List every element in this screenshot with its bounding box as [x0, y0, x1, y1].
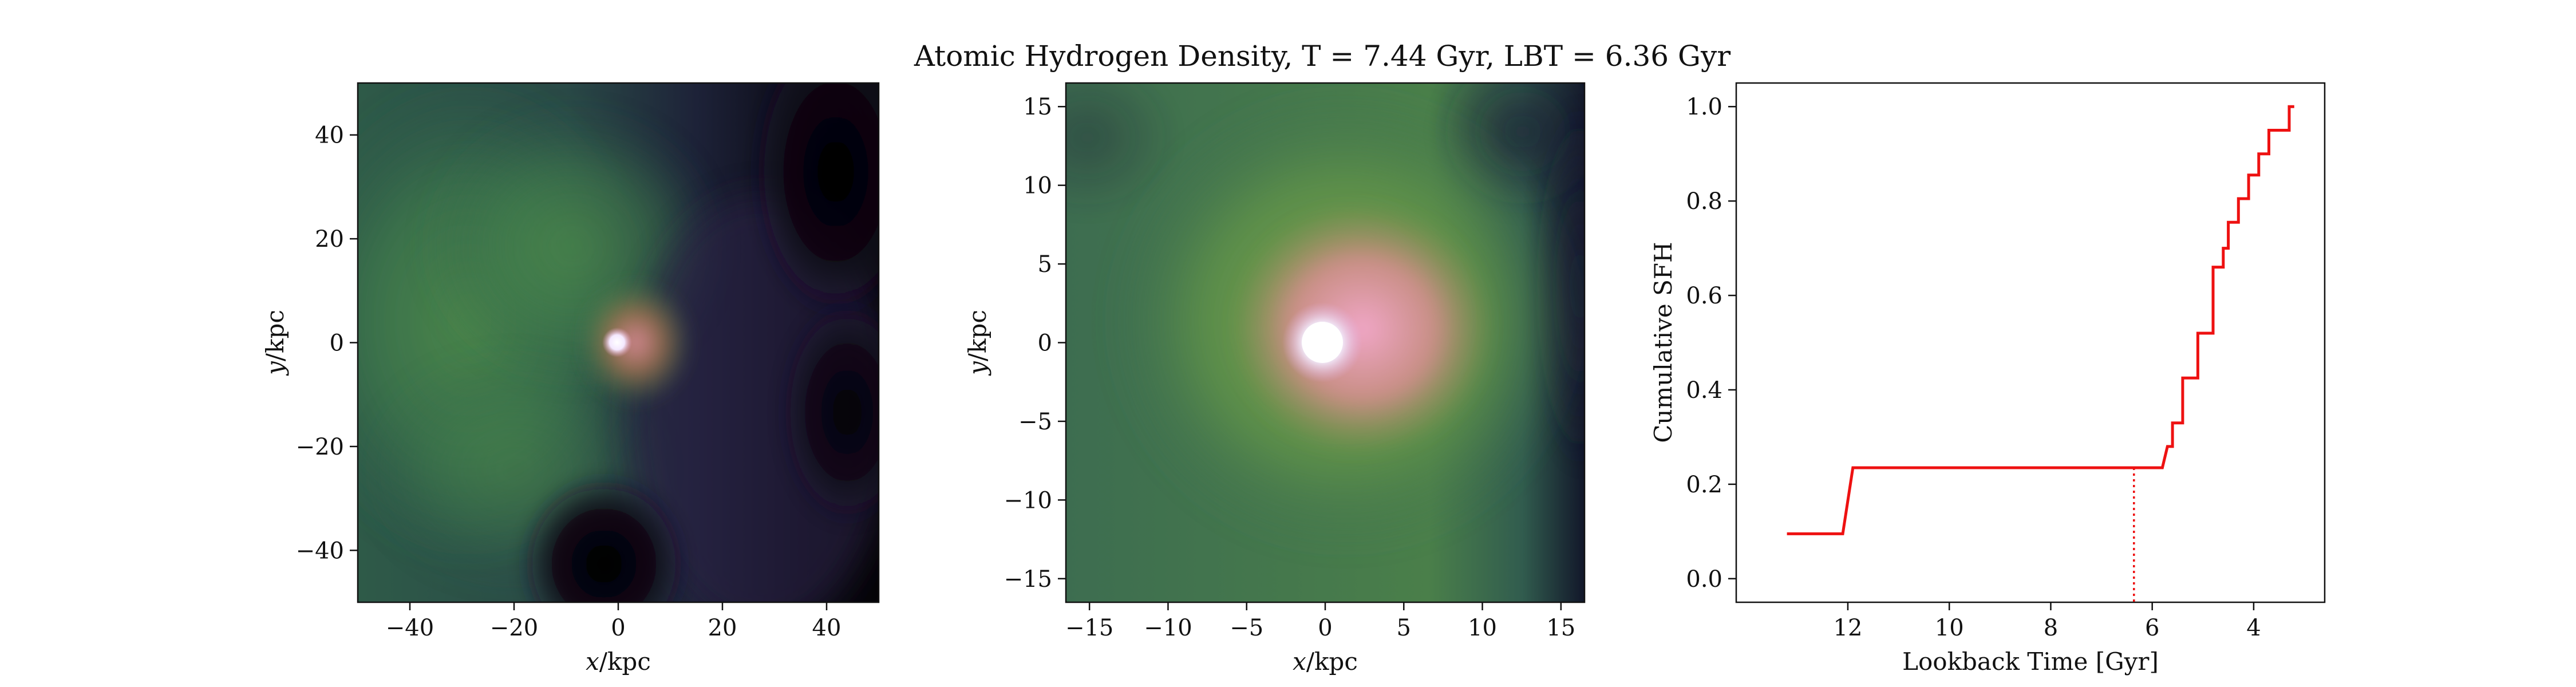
left-y-tick-label: 40 — [315, 123, 344, 149]
middle-x-axis-label: x/kpc — [1293, 647, 1358, 676]
left-x-tick-label: 20 — [708, 615, 737, 641]
right-y-tick-label: 0.4 — [1686, 377, 1722, 404]
left-x-tick-label: −20 — [490, 615, 538, 641]
middle-panel: −15 −10 −5 0 5 10 15 −15 −10 −5 0 5 10 15 x/kpc y/kpc — [963, 82, 1586, 676]
middle-y-tick-label: 0 — [1038, 330, 1052, 357]
cumulative-sfh-line — [1787, 105, 2294, 535]
left-x-tick-label: −40 — [386, 615, 434, 641]
middle-x-tick-label: −15 — [1065, 615, 1113, 641]
middle-x-tick-label: 15 — [1546, 615, 1575, 641]
right-y-tick-label: 0.8 — [1686, 188, 1722, 215]
left-x-tick-label: 40 — [812, 615, 841, 641]
right-panel: 12 10 8 6 4 0.0 0.2 0.4 0.6 0.8 1.0 Lookback Time … — [1649, 82, 2326, 676]
left-y-tick-label: −40 — [296, 538, 344, 564]
middle-y-tick-label: −15 — [1004, 566, 1052, 593]
middle-heatmap-image — [1066, 83, 1585, 602]
left-panel: −40 −20 0 20 40 −40 −20 0 20 40 x/kpc y/kpc — [261, 82, 880, 676]
right-x-tick-label: 12 — [1834, 615, 1863, 641]
middle-x-tick-label: 0 — [1318, 615, 1332, 641]
right-x-tick-label: 4 — [2246, 615, 2261, 641]
middle-y-tick-label: −10 — [1004, 487, 1052, 514]
right-x-tick-label: 6 — [2145, 615, 2159, 641]
middle-y-tick-label: 10 — [1023, 173, 1052, 199]
right-axes-ticks: 12 10 8 6 4 0.0 0.2 0.4 0.6 0.8 1.0 — [1686, 94, 2261, 641]
figure-title: Atomic Hydrogen Density, T = 7.44 Gyr, L… — [914, 40, 1730, 73]
left-y-tick-label: 20 — [315, 226, 344, 252]
right-x-tick-label: 10 — [1935, 615, 1964, 641]
middle-x-tick-label: 10 — [1468, 615, 1497, 641]
right-y-tick-label: 1.0 — [1686, 94, 1722, 120]
right-x-tick-label: 8 — [2044, 615, 2058, 641]
left-y-axis-label: y/kpc — [261, 310, 289, 376]
middle-x-tick-label: 5 — [1397, 615, 1411, 641]
right-plot-frame — [1735, 82, 2326, 603]
middle-y-axis-label: y/kpc — [963, 310, 991, 376]
right-plot-lines — [1787, 105, 2294, 602]
middle-x-tick-label: −5 — [1230, 615, 1263, 641]
right-y-tick-label: 0.2 — [1686, 472, 1722, 498]
right-y-tick-label: 0.0 — [1686, 566, 1722, 593]
left-x-axis-label: x/kpc — [586, 647, 651, 676]
middle-y-tick-label: 15 — [1023, 94, 1052, 120]
right-y-tick-label: 0.6 — [1686, 283, 1722, 309]
middle-y-tick-label: −5 — [1018, 409, 1052, 435]
left-y-tick-label: −20 — [296, 434, 344, 460]
left-x-tick-label: 0 — [611, 615, 625, 641]
middle-axes-ticks: −15 −10 −5 0 5 10 15 −15 −10 −5 0 5 10 15 — [1004, 94, 1576, 641]
left-y-tick-label: 0 — [330, 330, 344, 357]
middle-x-tick-label: −10 — [1144, 615, 1192, 641]
middle-y-tick-label: 5 — [1038, 251, 1052, 278]
right-x-axis-label: Lookback Time [Gyr] — [1902, 647, 2159, 676]
left-axes-ticks: −40 −20 0 20 40 −40 −20 0 20 40 — [296, 123, 841, 641]
right-y-axis-label: Cumulative SFH — [1649, 242, 1677, 443]
left-heatmap-image — [358, 83, 879, 602]
